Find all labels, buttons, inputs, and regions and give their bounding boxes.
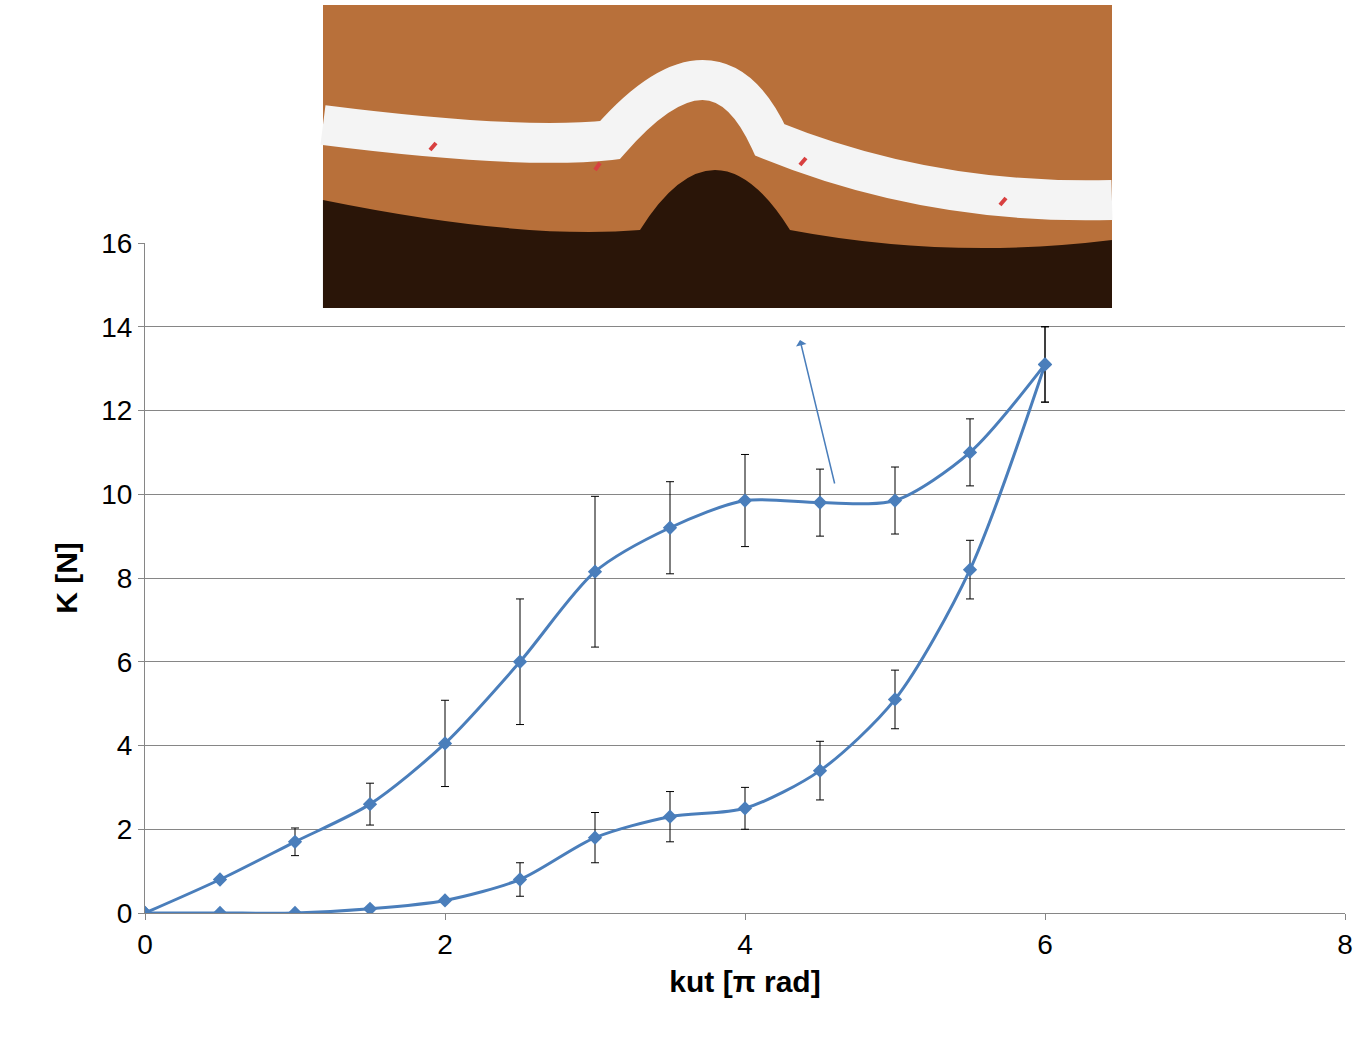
- svg-text:8: 8: [117, 563, 133, 594]
- svg-text:16: 16: [101, 228, 132, 259]
- svg-text:2: 2: [437, 929, 453, 960]
- svg-text:4: 4: [737, 929, 753, 960]
- svg-text:14: 14: [101, 312, 132, 343]
- svg-text:0: 0: [117, 898, 133, 929]
- svg-text:0: 0: [137, 929, 153, 960]
- svg-text:K [N]: K [N]: [50, 542, 83, 614]
- svg-text:8: 8: [1337, 929, 1353, 960]
- svg-text:4: 4: [117, 730, 133, 761]
- svg-text:2: 2: [117, 814, 133, 845]
- svg-text:kut [π rad]: kut [π rad]: [669, 965, 820, 998]
- svg-text:6: 6: [117, 647, 133, 678]
- svg-text:12: 12: [101, 395, 132, 426]
- svg-text:10: 10: [101, 479, 132, 510]
- svg-text:6: 6: [1037, 929, 1053, 960]
